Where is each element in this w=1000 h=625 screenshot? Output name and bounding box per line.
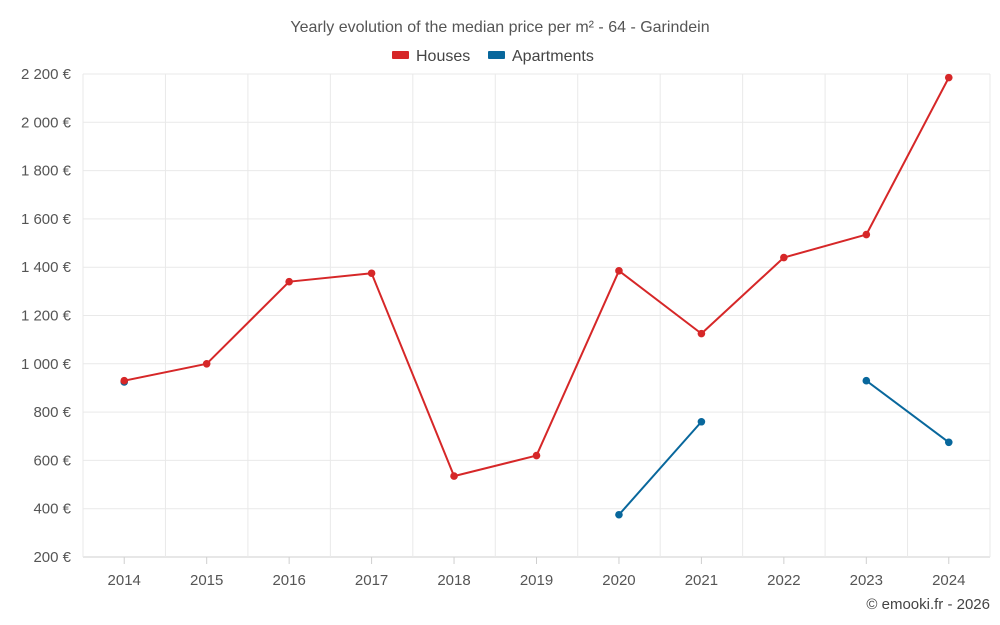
y-tick-label: 200 € <box>33 549 71 566</box>
data-point-apartments[interactable] <box>615 510 623 519</box>
legend-swatch-houses <box>392 51 409 59</box>
data-point-houses[interactable] <box>202 360 211 368</box>
data-point-houses[interactable] <box>450 472 458 480</box>
x-tick-label: 2015 <box>190 572 223 589</box>
y-tick-label: 1 600 € <box>21 211 72 228</box>
x-tick-label: 2017 <box>355 572 388 589</box>
y-tick-label: 400 € <box>33 501 71 518</box>
data-point-houses[interactable] <box>615 267 623 275</box>
y-tick-label: 600 € <box>33 452 71 469</box>
data-point-houses[interactable] <box>944 73 953 82</box>
x-tick-label: 2014 <box>108 572 141 589</box>
y-tick-label: 1 200 € <box>21 308 72 325</box>
legend-label-apartments[interactable]: Apartments <box>512 48 594 65</box>
series-apartments <box>120 376 953 519</box>
data-point-apartments[interactable] <box>944 438 953 447</box>
x-tick-label: 2022 <box>767 572 800 589</box>
data-point-houses[interactable] <box>285 277 293 286</box>
legend: Houses Apartments <box>392 48 594 65</box>
series-line-apartments <box>618 421 703 516</box>
data-point-houses[interactable] <box>697 329 706 338</box>
legend-label-houses[interactable]: Houses <box>416 48 470 65</box>
x-tick-label: 2021 <box>685 572 718 589</box>
series <box>120 73 953 519</box>
x-tick-label: 2024 <box>932 572 965 589</box>
grid <box>82 73 991 558</box>
credit-text: © emooki.fr - 2026 <box>866 596 990 613</box>
y-axis-ticks: 200 € 400 € 600 € 800 € 1 000 € 1 200 € 1 400 … <box>21 66 72 566</box>
y-tick-label: 800 € <box>33 404 71 421</box>
data-point-houses[interactable] <box>862 230 871 239</box>
series-houses <box>120 73 953 480</box>
y-tick-label: 2 200 € <box>21 66 72 83</box>
data-point-apartments[interactable] <box>697 417 706 426</box>
y-tick-label: 1 000 € <box>21 356 72 373</box>
y-tick-label: 1 400 € <box>21 259 72 276</box>
series-line-apartments <box>865 379 950 444</box>
chart-title: Yearly evolution of the median price per… <box>290 19 709 36</box>
y-tick-label: 2 000 € <box>21 114 72 131</box>
data-point-houses[interactable] <box>780 253 788 262</box>
x-tick-label: 2018 <box>437 572 470 589</box>
data-point-houses[interactable] <box>532 451 541 460</box>
x-axis-ticks: 2014 2015 2016 2017 2018 2019 2020 2021 2022 2023… <box>108 557 965 589</box>
x-tick-label: 2016 <box>272 572 305 589</box>
data-point-apartments[interactable] <box>862 376 871 385</box>
data-point-houses[interactable] <box>120 376 129 385</box>
legend-swatch-apartments <box>488 51 505 59</box>
x-tick-label: 2023 <box>850 572 883 589</box>
y-tick-label: 1 800 € <box>21 163 72 180</box>
x-tick-label: 2020 <box>602 572 635 589</box>
x-tick-label: 2019 <box>520 572 553 589</box>
data-point-houses[interactable] <box>367 269 376 278</box>
